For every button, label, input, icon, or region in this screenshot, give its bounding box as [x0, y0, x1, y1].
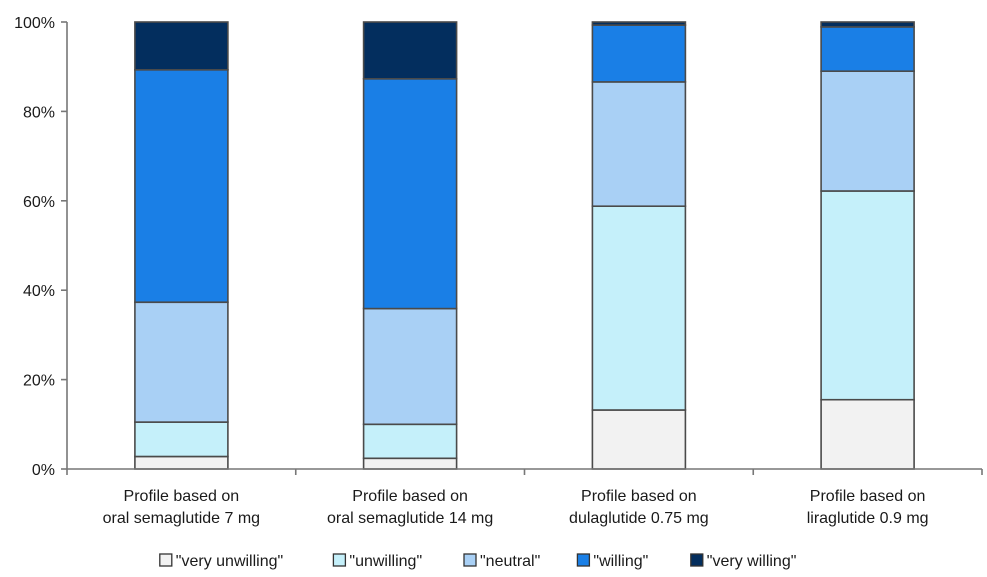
y-tick-label: 0%: [32, 462, 55, 479]
bar-segment-4-1: [820, 398, 915, 470]
legend-swatch-1: [159, 553, 173, 567]
category-label: Profile based on dulaglutide 0.75 mg: [569, 488, 709, 527]
legend-label-4: "willing": [593, 553, 648, 570]
y-tick-label: 80%: [23, 104, 55, 121]
bar-segment-2-4: [362, 78, 458, 310]
bar-segment-2-1: [362, 457, 458, 470]
axes-group: 0% 20% 40% 60% 80% 100%: [14, 15, 983, 479]
legend-swatch-5: [690, 553, 704, 567]
legend-label-1: "very unwilling": [176, 553, 283, 570]
legend-swatch-2: [332, 553, 347, 567]
y-tick-label: 60%: [23, 194, 55, 211]
bar-segment-4-3: [820, 70, 915, 192]
bar-segment-3-2: [591, 205, 687, 411]
bar-segment-1-5: [134, 21, 229, 71]
y-tick-label: 20%: [23, 373, 55, 390]
bar-segment-2-3: [362, 307, 458, 426]
legend-label-3: "neutral": [480, 553, 540, 570]
category-label: Profile based on oral semaglutide 14 mg: [327, 488, 493, 527]
bar-segment-4-4: [820, 26, 915, 72]
bar-segment-3-5: [591, 21, 687, 26]
bar-segment-1-4: [134, 69, 229, 303]
legend: "very unwilling" "unwilling" "neutral" "wil…: [159, 553, 797, 570]
y-tick-label: 100%: [14, 15, 55, 32]
category-label: Profile based on oral semaglutide 7 mg: [103, 488, 260, 527]
bar-segment-3-3: [591, 81, 687, 208]
category-labels-group: Profile based on oral semaglutide 7 mg Pro…: [103, 488, 929, 527]
legend-swatch-3: [463, 553, 477, 567]
legend-swatch-4: [576, 553, 591, 567]
bar-segment-4-2: [820, 190, 915, 401]
bar-segment-3-1: [591, 409, 687, 470]
bars-group: [134, 21, 915, 470]
bar-segment-3-4: [591, 24, 687, 83]
category-label: Profile based on liraglutide 0.9 mg: [807, 488, 929, 527]
bar-segment-2-2: [362, 423, 458, 460]
y-tick-label: 40%: [23, 283, 55, 300]
bar-segment-1-2: [134, 421, 229, 458]
bar-segment-2-5: [362, 21, 458, 80]
bar-segment-1-3: [134, 301, 229, 423]
bar-segment-1-1: [134, 455, 229, 470]
bar-segment-4-5: [820, 21, 915, 28]
legend-label-5: "very willing": [707, 553, 797, 570]
legend-label-2: "unwilling": [349, 553, 422, 570]
